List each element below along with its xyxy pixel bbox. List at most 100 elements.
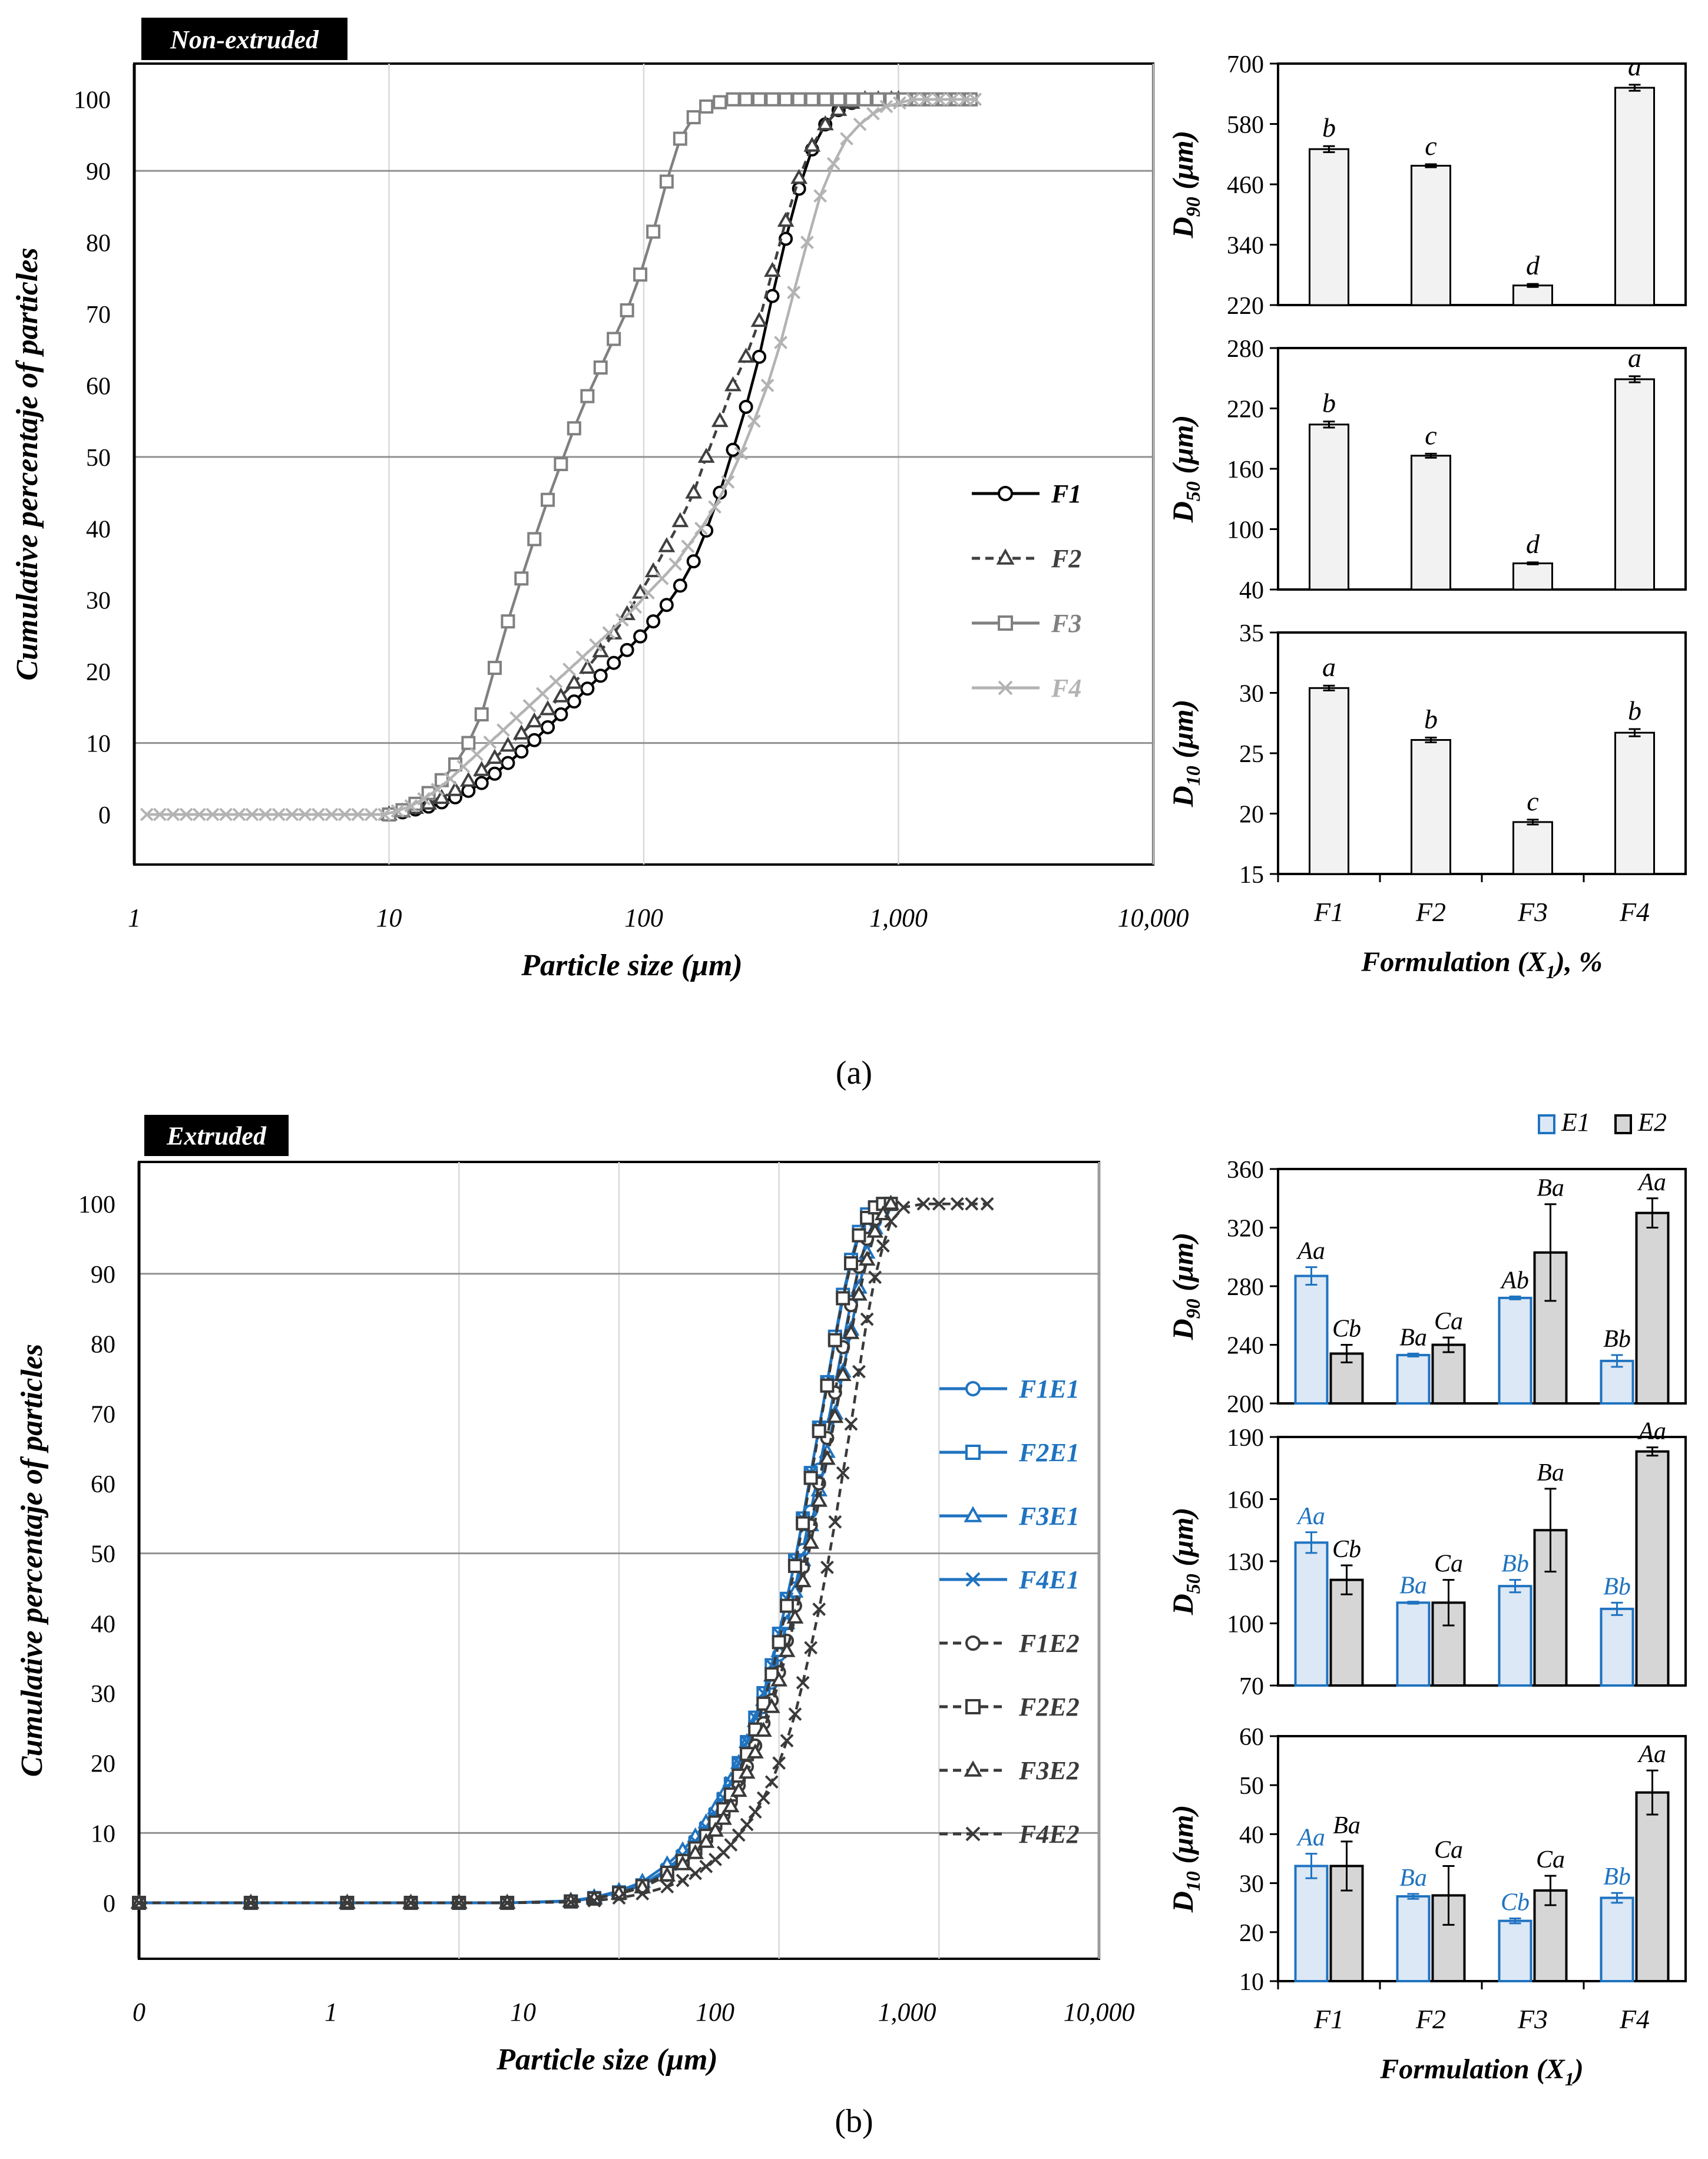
data-point — [552, 687, 570, 703]
data-point — [828, 1515, 842, 1529]
x-tick-label: 10 — [376, 903, 402, 932]
y-tick-label: 100 — [74, 87, 111, 114]
data-point — [738, 1763, 756, 1779]
legend-label: F4 — [1051, 674, 1081, 703]
y-axis-title-sub: 10 — [1183, 1871, 1204, 1891]
legend-item-F2E1: F2E1 — [939, 1438, 1080, 1467]
legend-label: F2E1 — [1018, 1438, 1080, 1467]
data-point — [179, 807, 193, 822]
data-point — [836, 1466, 850, 1480]
data-point — [631, 584, 649, 599]
data-point — [593, 360, 608, 375]
data-point — [673, 578, 687, 593]
data-point — [866, 1223, 884, 1238]
legend-label: F1E1 — [1018, 1375, 1080, 1403]
data-point — [417, 792, 431, 806]
data-point — [818, 92, 833, 107]
data-point — [685, 484, 703, 499]
data-point — [787, 286, 801, 299]
data-point — [564, 1895, 578, 1909]
data-point — [810, 1492, 828, 1507]
legend-item-F4E2: F4E2 — [939, 1820, 1080, 1849]
data-point — [694, 521, 708, 535]
data-point — [866, 107, 880, 121]
data-point — [760, 379, 774, 392]
x-tick-label: 0 — [133, 1998, 145, 2026]
legend-marker — [996, 548, 1015, 565]
y-tick-label: 60 — [86, 373, 111, 400]
bar — [1309, 687, 1349, 875]
data-point — [713, 95, 727, 110]
legend-marker — [965, 1572, 981, 1587]
significance-letter: Aa — [1296, 1824, 1325, 1852]
data-point — [740, 1817, 754, 1832]
significance-letter: Cb — [1332, 1316, 1361, 1343]
data-point — [770, 1671, 788, 1687]
data-point — [620, 643, 634, 657]
data-point — [659, 174, 674, 189]
data-point — [840, 132, 853, 145]
significance-letter: Ca — [1536, 1846, 1565, 1873]
data-point — [527, 733, 542, 747]
significance-letter: Aa — [1637, 1169, 1666, 1196]
data-point — [788, 1707, 802, 1721]
x-tick-label: 10 — [510, 1998, 536, 2026]
data-point — [772, 1635, 786, 1650]
significance-letter: Bb — [1603, 1326, 1631, 1353]
data-point — [658, 1866, 676, 1882]
significance-letter: Aa — [1296, 1238, 1325, 1265]
bar — [1411, 739, 1451, 875]
data-point — [686, 110, 701, 125]
y-tick-label: 100 — [78, 1191, 115, 1218]
data-point — [166, 807, 180, 822]
x-tick-label: F3 — [1517, 2004, 1548, 2034]
legend-swatch — [1614, 1114, 1632, 1134]
y-tick-label: 580 — [1227, 112, 1264, 139]
data-point — [578, 658, 596, 674]
y-axis-title: Cumulative percentaje of particles — [15, 1344, 49, 1777]
significance-letter: Bb — [1603, 1573, 1631, 1600]
legend-item-F4E1: F4E1 — [939, 1565, 1080, 1594]
data-point — [860, 1210, 875, 1225]
data-point — [646, 224, 661, 239]
data-point — [272, 807, 286, 822]
data-point — [658, 537, 676, 552]
bar — [1309, 423, 1349, 591]
data-point — [443, 771, 457, 786]
legend-item-F3: F3 — [972, 609, 1081, 638]
data-point — [612, 1891, 626, 1905]
data-point — [764, 261, 781, 277]
x-tick-label: 1,000 — [878, 1998, 936, 2026]
data-point — [950, 1197, 964, 1211]
y-axis-title-sub: 90 — [1183, 1299, 1204, 1319]
x-axis-title: Particle size (μm) — [496, 2043, 718, 2077]
data-point — [779, 92, 793, 107]
significance-letter: Ba — [1537, 1175, 1564, 1202]
series-F4 — [140, 92, 982, 822]
data-point — [486, 749, 504, 764]
data-point — [501, 614, 515, 629]
y-tick-label: 70 — [1239, 1673, 1264, 1700]
data-point — [245, 807, 259, 822]
y-axis-title: D10 (μm) — [1166, 1805, 1204, 1913]
x-axis-title: Formulation (X1) — [1379, 2054, 1583, 2090]
data-point — [796, 1516, 810, 1531]
data-point — [778, 1642, 796, 1657]
data-point — [787, 1558, 802, 1573]
y-tick-label: 10 — [1239, 1969, 1264, 1996]
y-axis-title: D10 (μm) — [1166, 700, 1204, 808]
significance-letter: Ba — [1399, 1865, 1427, 1892]
data-point — [812, 1423, 826, 1438]
y-tick-label: 20 — [1239, 802, 1264, 829]
y-axis-title-main: D — [1166, 217, 1199, 239]
data-point — [378, 807, 392, 822]
x-tick-label: F2 — [1415, 897, 1446, 927]
y-tick-label: 30 — [86, 588, 111, 615]
y-tick-label: 30 — [1239, 681, 1264, 708]
legend-item-F2: F2 — [972, 544, 1081, 573]
significance-letter: Ba — [1333, 1812, 1361, 1839]
data-point — [774, 336, 788, 349]
significance-letter: b — [1424, 704, 1438, 734]
data-point — [765, 289, 780, 303]
y-axis-title: D50 (μm) — [1166, 415, 1204, 524]
